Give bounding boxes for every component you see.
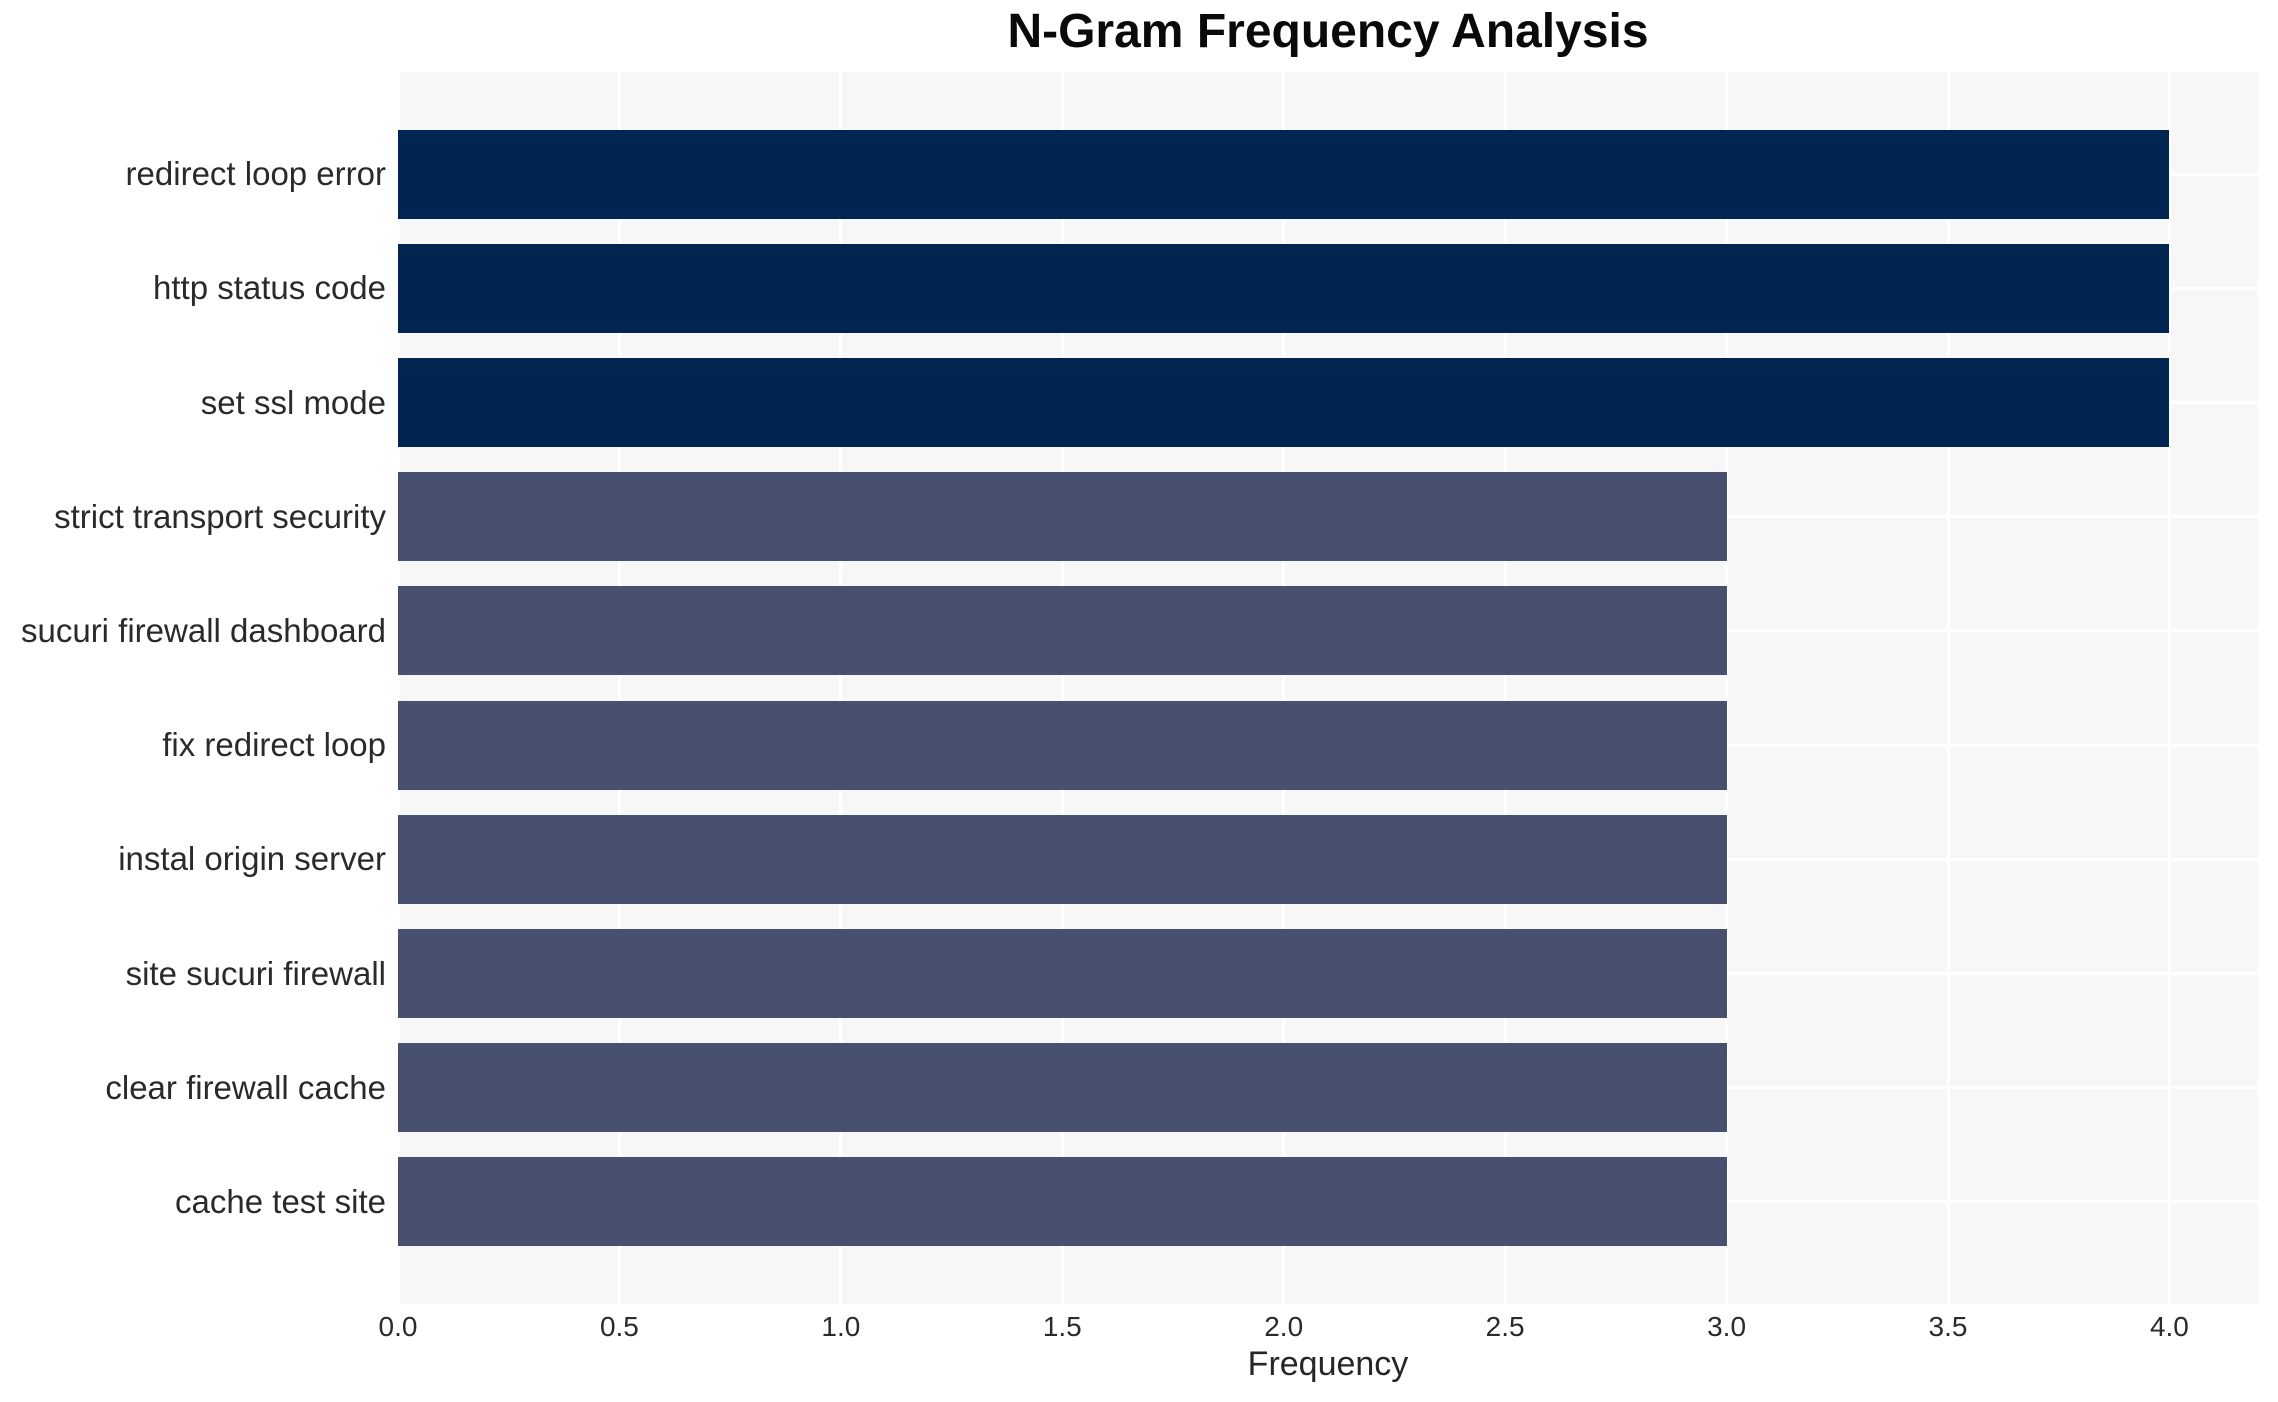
gridline-vertical xyxy=(1946,72,1950,1304)
y-tick-label: http status code xyxy=(153,269,386,307)
x-tick-label: 4.0 xyxy=(2149,1311,2189,1342)
y-tick-label: strict transport security xyxy=(54,497,386,535)
chart-title: N-Gram Frequency Analysis xyxy=(1007,5,1649,58)
y-tick-label: sucuri firewall dashboard xyxy=(20,611,386,649)
y-tick-label: set ssl mode xyxy=(200,383,386,421)
bar-http-status-code xyxy=(398,243,2170,333)
y-tick-label: clear firewall cache xyxy=(105,1068,386,1106)
x-tick-label: 1.0 xyxy=(821,1311,861,1342)
x-tick-label: 3.0 xyxy=(1707,1311,1747,1342)
x-tick-label: 1.5 xyxy=(1042,1311,1082,1342)
gridline-vertical xyxy=(398,72,400,1304)
x-axis-label: Frequency xyxy=(1247,1345,1409,1383)
x-tick-label: 0.5 xyxy=(599,1311,639,1342)
y-tick-label: redirect loop error xyxy=(125,155,386,193)
bar-site-sucuri-firewall xyxy=(398,929,1727,1018)
bar-set-ssl-mode xyxy=(398,358,2170,447)
gridline-vertical xyxy=(1725,72,1729,1304)
y-tick-label: instal origin server xyxy=(118,840,386,878)
gridline-vertical xyxy=(839,72,843,1304)
gridline-vertical xyxy=(1503,72,1507,1304)
bar-redirect-loop-error xyxy=(398,129,2170,219)
plot-area xyxy=(398,72,2258,1304)
x-tick-label: 2.0 xyxy=(1264,1311,1304,1342)
bar-strict-transport-security xyxy=(398,472,1727,562)
gridline-vertical xyxy=(617,72,621,1304)
bar-sucuri-firewall-dashboard xyxy=(398,586,1727,676)
gridline-vertical xyxy=(2167,72,2171,1304)
x-tick-label: 2.5 xyxy=(1485,1311,1525,1342)
y-tick-label: fix redirect loop xyxy=(162,726,386,764)
bar-clear-firewall-cache xyxy=(398,1043,1727,1133)
x-tick-label: 3.5 xyxy=(1928,1311,1968,1342)
gridline-vertical xyxy=(1282,72,1286,1304)
y-tick-label: site sucuri firewall xyxy=(125,954,386,992)
bar-cache-test-site xyxy=(398,1157,1727,1247)
x-tick-label: 0.0 xyxy=(378,1311,418,1342)
bar-instal-origin-server xyxy=(398,814,1727,904)
gridline-vertical xyxy=(1060,72,1064,1304)
y-tick-label: cache test site xyxy=(175,1182,386,1220)
bar-fix-redirect-loop xyxy=(398,700,1727,790)
